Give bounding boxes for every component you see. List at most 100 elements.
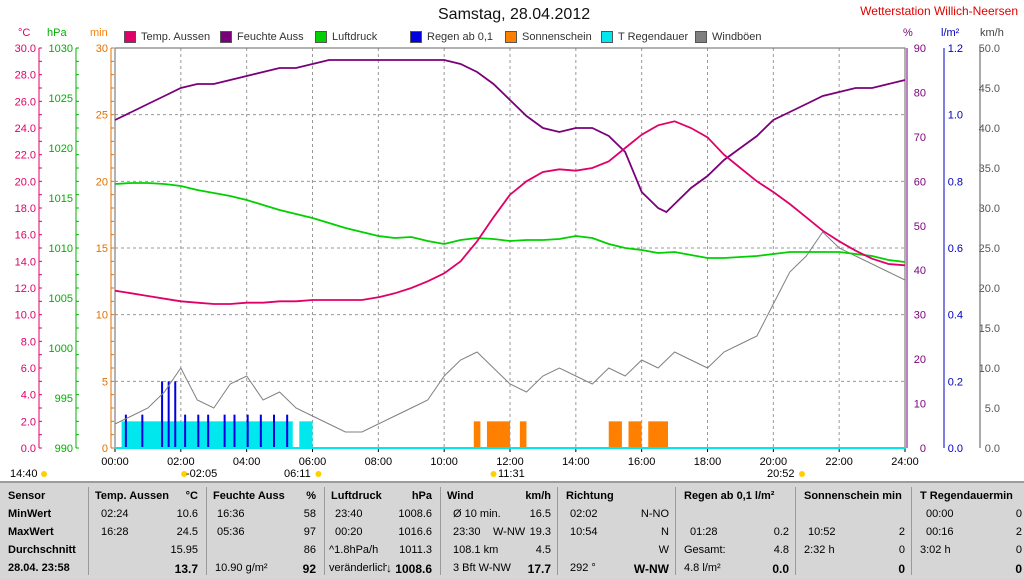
rain-duration-max-time: 00:16 bbox=[926, 526, 954, 538]
rain-max-time: 01:28 bbox=[690, 526, 718, 538]
humidity-tick-label: 50 bbox=[914, 221, 926, 233]
sunshine-total: 2:32 h bbox=[804, 544, 835, 556]
rain-max-value: 0.2 bbox=[773, 526, 789, 538]
sensor-header: Sensor bbox=[8, 490, 46, 502]
minutes-tick-label: 5 bbox=[102, 376, 108, 388]
wind-beaufort: 3 Bft W-NW bbox=[453, 562, 511, 574]
wind-max-time: 23:30 bbox=[453, 526, 481, 538]
humidity-header: Feuchte Auss bbox=[213, 490, 285, 502]
wind-max-direction: W-NW bbox=[493, 526, 526, 538]
rain-bar bbox=[174, 381, 177, 448]
legend-item: Regen ab 0,1 bbox=[410, 31, 493, 43]
rain-header: Regen ab 0,1 l/m² bbox=[684, 490, 775, 502]
minutes-tick-label: 0 bbox=[102, 443, 108, 455]
wind-tick-label: 20.0 bbox=[979, 283, 1000, 295]
minutes-tick-label: 15 bbox=[96, 243, 108, 255]
maxwert-label: MaxWert bbox=[8, 526, 54, 538]
legend-swatch bbox=[695, 31, 707, 43]
sunshine-avg-value: 0 bbox=[898, 544, 905, 556]
minutes-tick-label: 10 bbox=[96, 310, 108, 322]
legend-label: Feuchte Auss bbox=[237, 31, 304, 43]
time-tick-label: 22:00 bbox=[825, 456, 853, 468]
direction-time-2: 10:54 bbox=[570, 526, 598, 538]
time-tick-label: 24:00 bbox=[891, 456, 919, 468]
wind-tick-label: 5.0 bbox=[985, 403, 1000, 415]
pressure-tick-label: 1010 bbox=[49, 243, 73, 255]
minutes-tick-label: 25 bbox=[96, 110, 108, 122]
rain-axis-unit: l/m² bbox=[941, 27, 960, 39]
time-tick-label: 06:00 bbox=[299, 456, 327, 468]
temp-tick-label: 18.0 bbox=[15, 203, 36, 215]
legend-item: Sonnenschein bbox=[505, 31, 592, 43]
wind-distance: 108.1 km bbox=[453, 544, 499, 556]
temp-tick-label: 2.0 bbox=[21, 416, 36, 428]
rain-tick-label: 0.0 bbox=[948, 443, 963, 455]
pressure-axis-unit: hPa bbox=[47, 27, 67, 39]
legend-label: Regen ab 0,1 bbox=[427, 31, 494, 43]
time-tick-label: 00:00 bbox=[101, 456, 129, 468]
temp-avg-value: 15.95 bbox=[170, 544, 198, 556]
station-name: Wetterstation Willich-Neersen bbox=[860, 4, 1018, 18]
rain-bar bbox=[197, 414, 200, 448]
temp-header: Temp. Aussen bbox=[95, 490, 169, 502]
temp-tick-label: 4.0 bbox=[21, 390, 36, 402]
wind-tick-label: 0.0 bbox=[985, 443, 1000, 455]
pressure-tick-label: 1005 bbox=[49, 293, 73, 305]
temp-current-value: 13.7 bbox=[174, 562, 198, 576]
wind-max-value: 19.3 bbox=[529, 526, 551, 538]
humidity-max-time: 05:36 bbox=[217, 526, 245, 538]
sunshine-header: Sonnenschein min bbox=[804, 490, 902, 502]
durchschnitt-label: Durchschnitt bbox=[8, 544, 76, 556]
pressure-min-value: 1008.6 bbox=[398, 508, 432, 520]
temp-unit: °C bbox=[185, 490, 198, 502]
temp-tick-label: 8.0 bbox=[21, 336, 36, 348]
sunshine-bar bbox=[486, 421, 510, 448]
temp-tick-label: 0.0 bbox=[21, 443, 36, 455]
rain-bar bbox=[161, 381, 164, 448]
event-marker-icon bbox=[181, 471, 188, 477]
rain-bar bbox=[141, 414, 144, 448]
rain-duration-bar bbox=[299, 421, 313, 448]
temp-tick-label: 12.0 bbox=[15, 283, 36, 295]
rain-tick-label: 1.0 bbox=[948, 110, 963, 122]
minutes-tick-label: 20 bbox=[96, 176, 108, 188]
rain-bar bbox=[184, 414, 187, 448]
pressure-status: veränderlich bbox=[329, 562, 387, 574]
pressure-current-value: 1008.6 bbox=[395, 562, 432, 576]
rain-duration-header: T Regendauermin bbox=[920, 490, 1013, 502]
legend-label: Luftdruck bbox=[332, 31, 378, 43]
sunshine-bar bbox=[608, 421, 622, 448]
pressure-tick-label: 990 bbox=[55, 443, 73, 455]
series-line-feuchte-auss bbox=[114, 59, 906, 214]
legend-item: Windböen bbox=[695, 31, 762, 43]
pressure-tick-label: 1015 bbox=[49, 193, 73, 205]
sunshine-bar bbox=[473, 421, 481, 448]
temp-tick-label: 28.0 bbox=[15, 70, 36, 82]
direction-current-value: W-NW bbox=[633, 562, 669, 576]
rain-duration-total: 3:02 h bbox=[920, 544, 951, 556]
rain-tick-label: 0.8 bbox=[948, 176, 963, 188]
wind-avg-value: 16.5 bbox=[529, 508, 551, 520]
sunshine-max-value: 2 bbox=[898, 526, 905, 538]
rain-duration-current-value: 0 bbox=[1015, 562, 1022, 576]
sunshine-max-time: 10:52 bbox=[808, 526, 836, 538]
pressure-avg-value: 1011.3 bbox=[399, 544, 432, 556]
rain-current-value: 0.0 bbox=[772, 562, 789, 576]
rain-bar bbox=[273, 414, 275, 448]
minwert-label: MinWert bbox=[8, 508, 52, 520]
event-marker-icon bbox=[490, 471, 497, 477]
humidity-tick-label: 30 bbox=[914, 310, 926, 322]
humidity-min-value: 58 bbox=[303, 508, 316, 520]
pressure-tick-label: 1025 bbox=[49, 93, 73, 105]
temp-tick-label: 16.0 bbox=[15, 230, 36, 242]
humidity-unit: % bbox=[306, 490, 316, 502]
series-line-luftdruck bbox=[114, 182, 906, 263]
wind-tick-label: 45.0 bbox=[979, 83, 1000, 95]
rain-bar bbox=[259, 414, 262, 448]
wind-tick-label: 10.0 bbox=[979, 363, 1000, 375]
pressure-tick-label: 995 bbox=[55, 393, 73, 405]
rain-bar bbox=[223, 414, 226, 448]
legend-label: Temp. Aussen bbox=[141, 31, 211, 43]
legend-swatch bbox=[220, 31, 232, 43]
direction-value-1: N-NO bbox=[640, 508, 669, 520]
